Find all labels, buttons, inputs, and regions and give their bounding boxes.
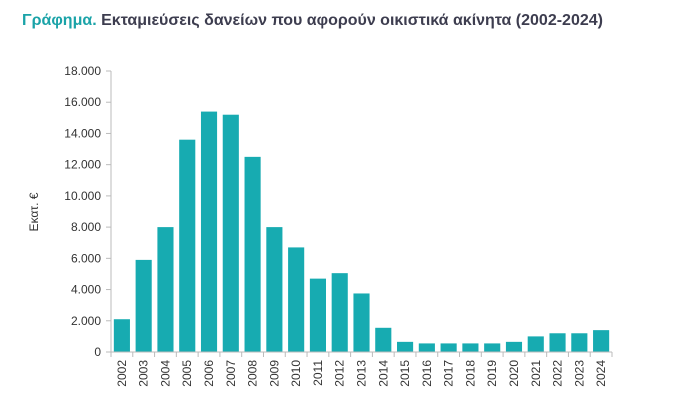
bar xyxy=(484,343,501,352)
y-tick-label: 6.000 xyxy=(71,251,101,265)
x-axis: 2002 2003 2004 2005 2006 2007 2008 2009 2010 2011… xyxy=(110,351,613,387)
bar xyxy=(440,343,457,352)
bar xyxy=(527,336,544,352)
bar xyxy=(462,343,479,352)
y-tick-label: 0 xyxy=(94,345,101,359)
bar xyxy=(200,111,218,352)
x-tick-label: 2003 xyxy=(137,360,151,387)
x-tick-label: 2004 xyxy=(158,360,172,387)
bar xyxy=(244,156,261,352)
y-axis: 0 2.000 4.000 6.000 8.000 10.000 12.000 14.000 1… xyxy=(64,64,112,359)
bar xyxy=(397,341,414,352)
x-tick-label: 2007 xyxy=(224,360,238,387)
x-tick-label: 2005 xyxy=(180,360,194,387)
bar xyxy=(309,278,326,352)
x-tick-label: 2024 xyxy=(594,360,608,387)
bar xyxy=(593,330,610,352)
y-tick-label: 2.000 xyxy=(71,314,101,328)
x-tick-label: 2006 xyxy=(202,360,216,387)
bar xyxy=(222,114,239,353)
y-tick-label: 16.000 xyxy=(64,95,101,109)
x-tick-label: 2013 xyxy=(355,360,369,387)
bar xyxy=(135,259,152,352)
bar xyxy=(353,293,370,352)
x-tick-label: 2019 xyxy=(485,360,499,387)
bar xyxy=(157,227,174,352)
x-tick-label: 2011 xyxy=(311,360,325,386)
x-tick-label: 2002 xyxy=(115,360,129,387)
x-tick-label: 2010 xyxy=(289,360,303,387)
y-tick-label: 8.000 xyxy=(71,220,101,234)
chart-title-prefix: Γράφημα. xyxy=(22,12,97,29)
bar xyxy=(179,139,196,352)
chart-title-text: Εκταμιεύσεις δανείων που αφορούν οικιστι… xyxy=(101,12,603,29)
x-tick-label: 2008 xyxy=(246,360,260,387)
y-tick-label: 10.000 xyxy=(64,189,101,203)
x-tick-label: 2016 xyxy=(420,360,434,387)
chart-title: Γράφημα. Εκταμιεύσεις δανείων που αφορού… xyxy=(22,12,603,30)
x-tick-label: 2009 xyxy=(267,360,281,387)
x-tick-label: 2014 xyxy=(376,360,390,387)
x-tick-label: 2015 xyxy=(398,360,412,387)
y-tick-label: 4.000 xyxy=(71,283,101,297)
y-tick-label: 12.000 xyxy=(64,158,101,172)
x-tick-label: 2017 xyxy=(442,360,456,387)
x-tick-label: 2020 xyxy=(507,360,521,387)
y-axis-label: Εκατ. € xyxy=(27,192,41,231)
bar xyxy=(549,333,566,352)
x-tick-label: 2021 xyxy=(529,360,543,387)
bar xyxy=(113,319,130,352)
x-tick-label: 2018 xyxy=(463,360,477,387)
bar xyxy=(571,333,588,352)
bar xyxy=(331,273,348,352)
y-tick-label: 18.000 xyxy=(64,64,101,78)
bar xyxy=(505,341,523,352)
y-tick-label: 14.000 xyxy=(64,126,101,140)
bar xyxy=(418,343,435,352)
x-tick-label: 2023 xyxy=(572,360,586,387)
bar xyxy=(375,327,392,352)
bars xyxy=(113,111,610,353)
x-tick-label: 2012 xyxy=(333,360,347,387)
x-tick-label: 2022 xyxy=(551,360,565,387)
bar xyxy=(288,247,305,352)
bar xyxy=(266,227,283,352)
